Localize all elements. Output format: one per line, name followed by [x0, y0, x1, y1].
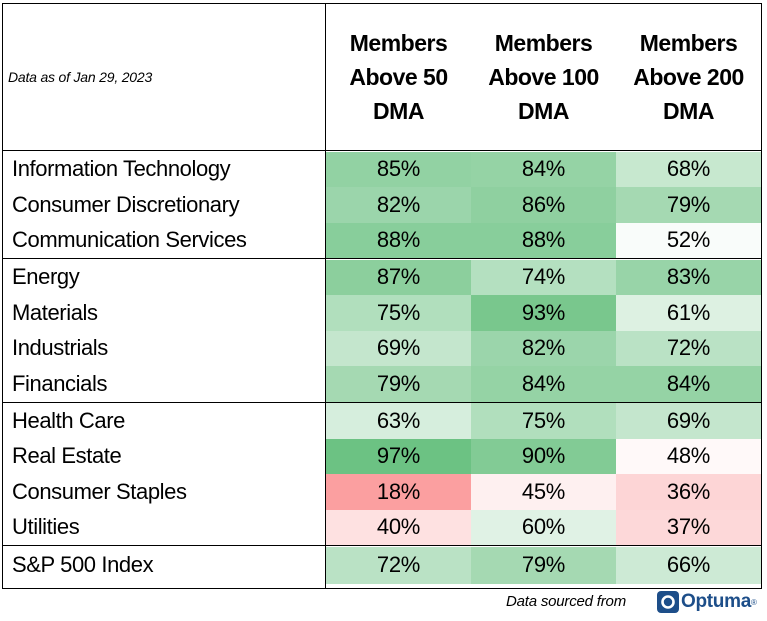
value-cell: 79% [616, 187, 761, 223]
sector-label: Materials [12, 299, 98, 325]
value-cell: 82% [326, 187, 471, 223]
optuma-logo-icon [657, 591, 679, 613]
value-cell: 93% [471, 295, 616, 331]
label-column-divider [325, 4, 326, 588]
optuma-logo-text: Optuma [681, 591, 751, 612]
column-header-100dma: Members Above 100 DMA [488, 30, 599, 124]
table-row: S&P 500 Index 72% 79% 66% [3, 546, 761, 584]
value-cell: 48% [616, 438, 761, 474]
value-cell: 66% [616, 546, 761, 584]
source-note: Data sourced from [506, 593, 626, 610]
table-row: Materials 75% 93% 61% [3, 295, 761, 331]
sector-label: Consumer Discretionary [12, 191, 240, 217]
value-cell: 18% [326, 474, 471, 510]
value-cell: 85% [326, 151, 471, 187]
table-row: Financials 79% 84% 84% [3, 366, 761, 402]
value-cell: 45% [471, 474, 616, 510]
optuma-logo: Optuma ® [657, 591, 757, 613]
value-cell: 88% [471, 222, 616, 258]
sector-label: Financials [12, 370, 108, 396]
value-cell: 79% [326, 366, 471, 402]
table-row: Health Care 63% 75% 69% [3, 403, 761, 439]
sector-label: Health Care [12, 407, 125, 433]
column-header-50dma: Members Above 50 DMA [349, 30, 448, 124]
table-row: Real Estate 97% 90% 48% [3, 438, 761, 474]
table-row: Communication Services 88% 88% 52% [3, 222, 761, 258]
value-cell: 74% [471, 259, 616, 295]
group-divider [3, 258, 761, 259]
table-header: Data as of Jan 29, 2023 Members Above 50… [3, 4, 761, 150]
as-of-date: Data as of Jan 29, 2023 [8, 69, 153, 85]
value-cell: 69% [616, 403, 761, 439]
sector-label: Real Estate [12, 443, 122, 469]
table-row: Energy 87% 74% 83% [3, 259, 761, 295]
value-cell: 84% [471, 366, 616, 402]
value-cell: 97% [326, 438, 471, 474]
value-cell: 75% [471, 403, 616, 439]
value-cell: 83% [616, 259, 761, 295]
value-cell: 68% [616, 151, 761, 187]
value-cell: 84% [616, 366, 761, 402]
sector-label: Utilities [12, 514, 80, 540]
value-cell: 72% [616, 330, 761, 366]
value-cell: 37% [616, 509, 761, 545]
value-cell: 69% [326, 330, 471, 366]
value-cell: 61% [616, 295, 761, 331]
value-cell: 40% [326, 509, 471, 545]
value-cell: 52% [616, 222, 761, 258]
optuma-trademark: ® [750, 597, 757, 607]
sector-label: Energy [12, 264, 80, 290]
table-row: Consumer Staples 18% 45% 36% [3, 474, 761, 510]
sector-label: Communication Services [12, 227, 247, 253]
value-cell: 72% [326, 546, 471, 584]
value-cell: 36% [616, 474, 761, 510]
sector-label: S&P 500 Index [12, 552, 154, 577]
value-cell: 79% [471, 546, 616, 584]
value-cell: 63% [326, 403, 471, 439]
table-row: Industrials 69% 82% 72% [3, 330, 761, 366]
value-cell: 82% [471, 330, 616, 366]
sector-label: Information Technology [12, 156, 231, 182]
value-cell: 87% [326, 259, 471, 295]
value-cell: 88% [326, 222, 471, 258]
value-cell: 84% [471, 151, 616, 187]
group-divider [3, 545, 761, 546]
table-row: Information Technology 85% 84% 68% [3, 151, 761, 187]
group-divider [3, 150, 761, 151]
sector-label: Consumer Staples [12, 478, 187, 504]
value-cell: 75% [326, 295, 471, 331]
value-cell: 90% [471, 438, 616, 474]
column-header-200dma: Members Above 200 DMA [633, 30, 744, 124]
value-cell: 86% [471, 187, 616, 223]
value-cell: 60% [471, 509, 616, 545]
sector-breadth-table: Data as of Jan 29, 2023 Members Above 50… [2, 3, 762, 589]
table-row: Utilities 40% 60% 37% [3, 509, 761, 545]
group-divider [3, 401, 761, 403]
sector-label: Industrials [12, 335, 108, 361]
table-row: Consumer Discretionary 82% 86% 79% [3, 187, 761, 223]
